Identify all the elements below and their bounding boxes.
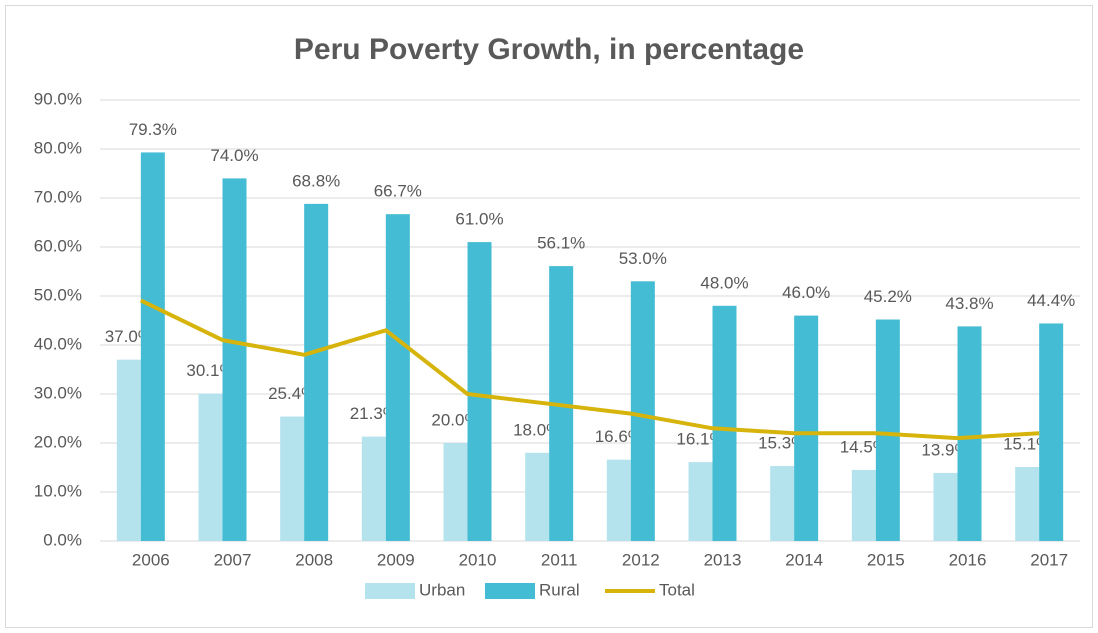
bar — [794, 315, 819, 541]
bar — [525, 452, 550, 541]
bar — [957, 326, 982, 541]
y-tick-label: 10.0% — [34, 481, 82, 500]
y-tick-label: 90.0% — [34, 89, 82, 108]
y-tick-label: 70.0% — [34, 187, 82, 206]
bar — [304, 203, 329, 541]
legend-label: Total — [659, 580, 695, 599]
bar — [140, 152, 165, 541]
legend-label: Urban — [419, 580, 465, 599]
bar — [933, 472, 958, 541]
data-label: 53.0% — [619, 249, 667, 268]
y-tick-label: 50.0% — [34, 285, 82, 304]
bar — [222, 178, 247, 541]
bar — [116, 359, 141, 541]
bar — [851, 469, 876, 541]
bar — [770, 466, 795, 541]
bar — [875, 319, 900, 541]
x-tick-label: 2011 — [541, 550, 578, 569]
bar — [606, 459, 631, 541]
bar — [198, 393, 223, 541]
data-label: 45.2% — [864, 287, 912, 306]
chart-title: Peru Poverty Growth, in percentage — [294, 33, 804, 66]
data-label: 56.1% — [537, 234, 585, 253]
bar — [1015, 467, 1040, 541]
x-tick-label: 2008 — [295, 550, 333, 569]
bar — [630, 281, 655, 541]
x-tick-label: 2014 — [785, 550, 823, 569]
bar — [443, 443, 468, 541]
x-tick-label: 2006 — [132, 550, 170, 569]
x-tick-label: 2007 — [214, 550, 252, 569]
bar — [467, 242, 492, 541]
data-label: 44.4% — [1027, 291, 1075, 310]
data-label: 68.8% — [292, 171, 340, 190]
data-label: 61.0% — [455, 210, 503, 229]
legend-swatch — [485, 583, 535, 599]
y-tick-label: 0.0% — [43, 530, 82, 549]
data-label: 79.3% — [129, 120, 177, 139]
x-tick-label: 2017 — [1030, 550, 1068, 569]
x-tick-label: 2010 — [459, 550, 497, 569]
x-tick-label: 2012 — [622, 550, 660, 569]
x-tick-label: 2015 — [867, 550, 905, 569]
y-tick-label: 30.0% — [34, 383, 82, 402]
y-tick-label: 80.0% — [34, 138, 82, 157]
bar — [688, 462, 713, 541]
bar — [1039, 323, 1064, 541]
y-tick-label: 20.0% — [34, 432, 82, 451]
bar — [712, 305, 737, 541]
y-tick-label: 40.0% — [34, 334, 82, 353]
data-label: 46.0% — [782, 283, 830, 302]
y-tick-label: 60.0% — [34, 236, 82, 255]
x-tick-label: 2013 — [704, 550, 742, 569]
bar — [361, 436, 386, 541]
legend-swatch — [365, 583, 415, 599]
legend-label: Rural — [539, 580, 580, 599]
data-label: 66.7% — [374, 182, 422, 201]
x-tick-label: 2009 — [377, 550, 415, 569]
data-label: 48.0% — [700, 273, 748, 292]
bar — [385, 214, 410, 542]
data-label: 43.8% — [945, 294, 993, 313]
line — [139, 298, 1040, 441]
bar — [280, 416, 305, 541]
x-tick-label: 2016 — [949, 550, 987, 569]
data-label: 74.0% — [210, 146, 258, 165]
